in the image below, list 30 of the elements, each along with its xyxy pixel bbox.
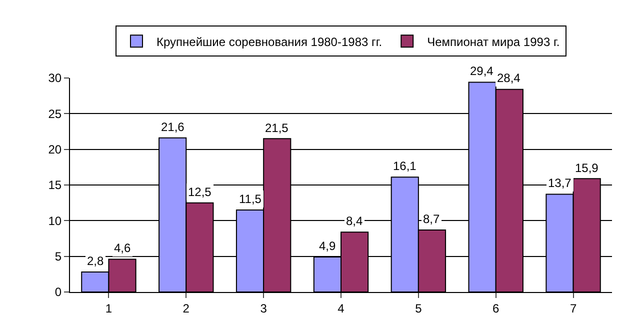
data-label: 12,5 <box>188 185 212 199</box>
data-label: 4,9 <box>319 239 336 253</box>
data-label: 21,5 <box>265 121 289 135</box>
x-tick-label: 3 <box>260 301 268 316</box>
x-tick-label: 2 <box>182 301 190 316</box>
data-label: 2,8 <box>87 254 104 268</box>
y-tick-label: 0 <box>54 285 62 300</box>
legend-label: Крупнейшие соревнования 1980-1983 гг. <box>156 34 382 49</box>
y-tick-label: 5 <box>54 250 62 264</box>
data-label: 21,6 <box>161 120 185 134</box>
x-tick-label: 1 <box>105 301 112 316</box>
data-label: 8,7 <box>423 212 440 226</box>
y-tick-label: 15 <box>48 178 62 192</box>
data-label: 28,4 <box>497 71 521 85</box>
data-label: 15,9 <box>575 161 599 175</box>
data-label: 8,4 <box>346 214 364 228</box>
y-tick-label: 20 <box>48 142 62 157</box>
y-tick-label: 25 <box>48 106 62 121</box>
x-tick-label: 7 <box>570 301 577 316</box>
data-label: 29,4 <box>470 64 494 78</box>
data-label: 13,7 <box>548 176 572 190</box>
y-tick-label: 30 <box>48 71 62 86</box>
data-label: 16,1 <box>393 159 417 173</box>
x-tick-label: 5 <box>415 301 422 316</box>
x-tick-label: 4 <box>338 301 345 316</box>
x-tick-label: 6 <box>492 301 500 316</box>
data-label: 11,5 <box>239 192 262 206</box>
data-label: 4,6 <box>114 241 132 255</box>
y-tick-label: 10 <box>48 214 62 228</box>
legend-label: Чемпионат мира 1993 г. <box>427 34 560 49</box>
